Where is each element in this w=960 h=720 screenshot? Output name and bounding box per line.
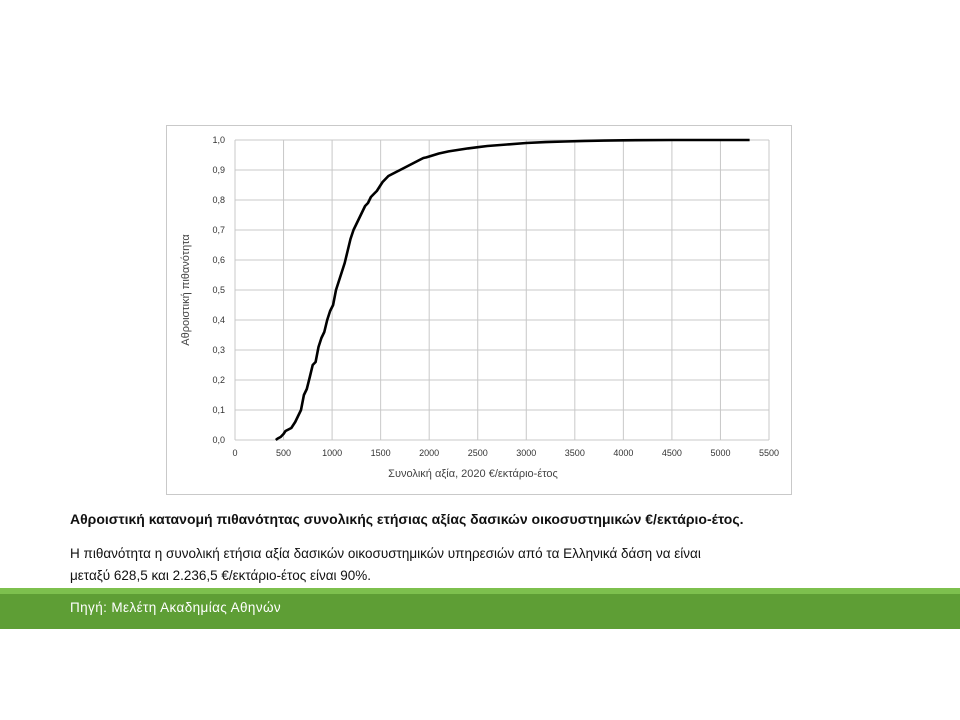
caption-line-2: μεταξύ 628,5 και 2.236,5 €/εκτάριο-έτος … xyxy=(70,568,372,583)
y-axis-title: Αθροιστική πιθανότητα xyxy=(180,234,192,346)
x-tick-label: 1500 xyxy=(371,448,391,458)
x-tick-label: 4000 xyxy=(613,448,633,458)
y-tick-label: 0,2 xyxy=(212,375,225,385)
cdf-series-line xyxy=(274,138,750,442)
figure-caption-title: Αθροιστική κατανομή πιθανότητας συνολική… xyxy=(70,511,744,527)
y-tick-label: 0,0 xyxy=(212,435,225,445)
y-tick-label: 0,6 xyxy=(212,255,225,265)
y-tick-label: 1,0 xyxy=(212,135,225,145)
source-text: Πηγή: Μελέτη Ακαδημίας Αθηνών xyxy=(70,600,282,615)
x-tick-label: 5500 xyxy=(759,448,779,458)
figure-caption-body: Η πιθανότητα η συνολική ετήσια αξία δασι… xyxy=(70,543,900,587)
x-tick-labels: 0 500 1000 1500 2000 2500 3000 3500 4000 4500 5000… xyxy=(232,448,779,458)
y-tick-labels: 0,0 0,1 0,2 0,3 0,4 0,5 0,6 0,7 0,8 0,9 1,0 xyxy=(212,135,225,445)
grid xyxy=(234,139,770,441)
y-tick-label: 0,9 xyxy=(212,165,225,175)
x-tick-label: 3000 xyxy=(516,448,536,458)
x-tick-label: 2500 xyxy=(468,448,488,458)
y-tick-label: 0,8 xyxy=(212,195,225,205)
y-tick-label: 0,7 xyxy=(212,225,225,235)
source-footer-band: Πηγή: Μελέτη Ακαδημίας Αθηνών xyxy=(0,588,960,629)
chart-container: 0,0 0,1 0,2 0,3 0,4 0,5 0,6 0,7 0,8 0,9 1,0 0 500 10… xyxy=(166,125,792,495)
cdf-chart: 0,0 0,1 0,2 0,3 0,4 0,5 0,6 0,7 0,8 0,9 1,0 0 500 10… xyxy=(180,135,779,480)
y-tick-label: 0,1 xyxy=(212,405,225,415)
y-tick-label: 0,4 xyxy=(212,315,225,325)
x-tick-label: 3500 xyxy=(565,448,585,458)
x-tick-label: 1000 xyxy=(322,448,342,458)
caption-line-1: Η πιθανότητα η συνολική ετήσια αξία δασι… xyxy=(70,546,701,561)
y-tick-label: 0,5 xyxy=(212,285,225,295)
y-tick-label: 0,3 xyxy=(212,345,225,355)
x-tick-label: 0 xyxy=(232,448,237,458)
x-axis-title: Συνολική αξία, 2020 €/εκτάριο-έτος xyxy=(388,468,558,480)
x-tick-label: 2000 xyxy=(419,448,439,458)
x-tick-label: 4500 xyxy=(662,448,682,458)
x-tick-label: 5000 xyxy=(710,448,730,458)
x-tick-label: 500 xyxy=(276,448,291,458)
